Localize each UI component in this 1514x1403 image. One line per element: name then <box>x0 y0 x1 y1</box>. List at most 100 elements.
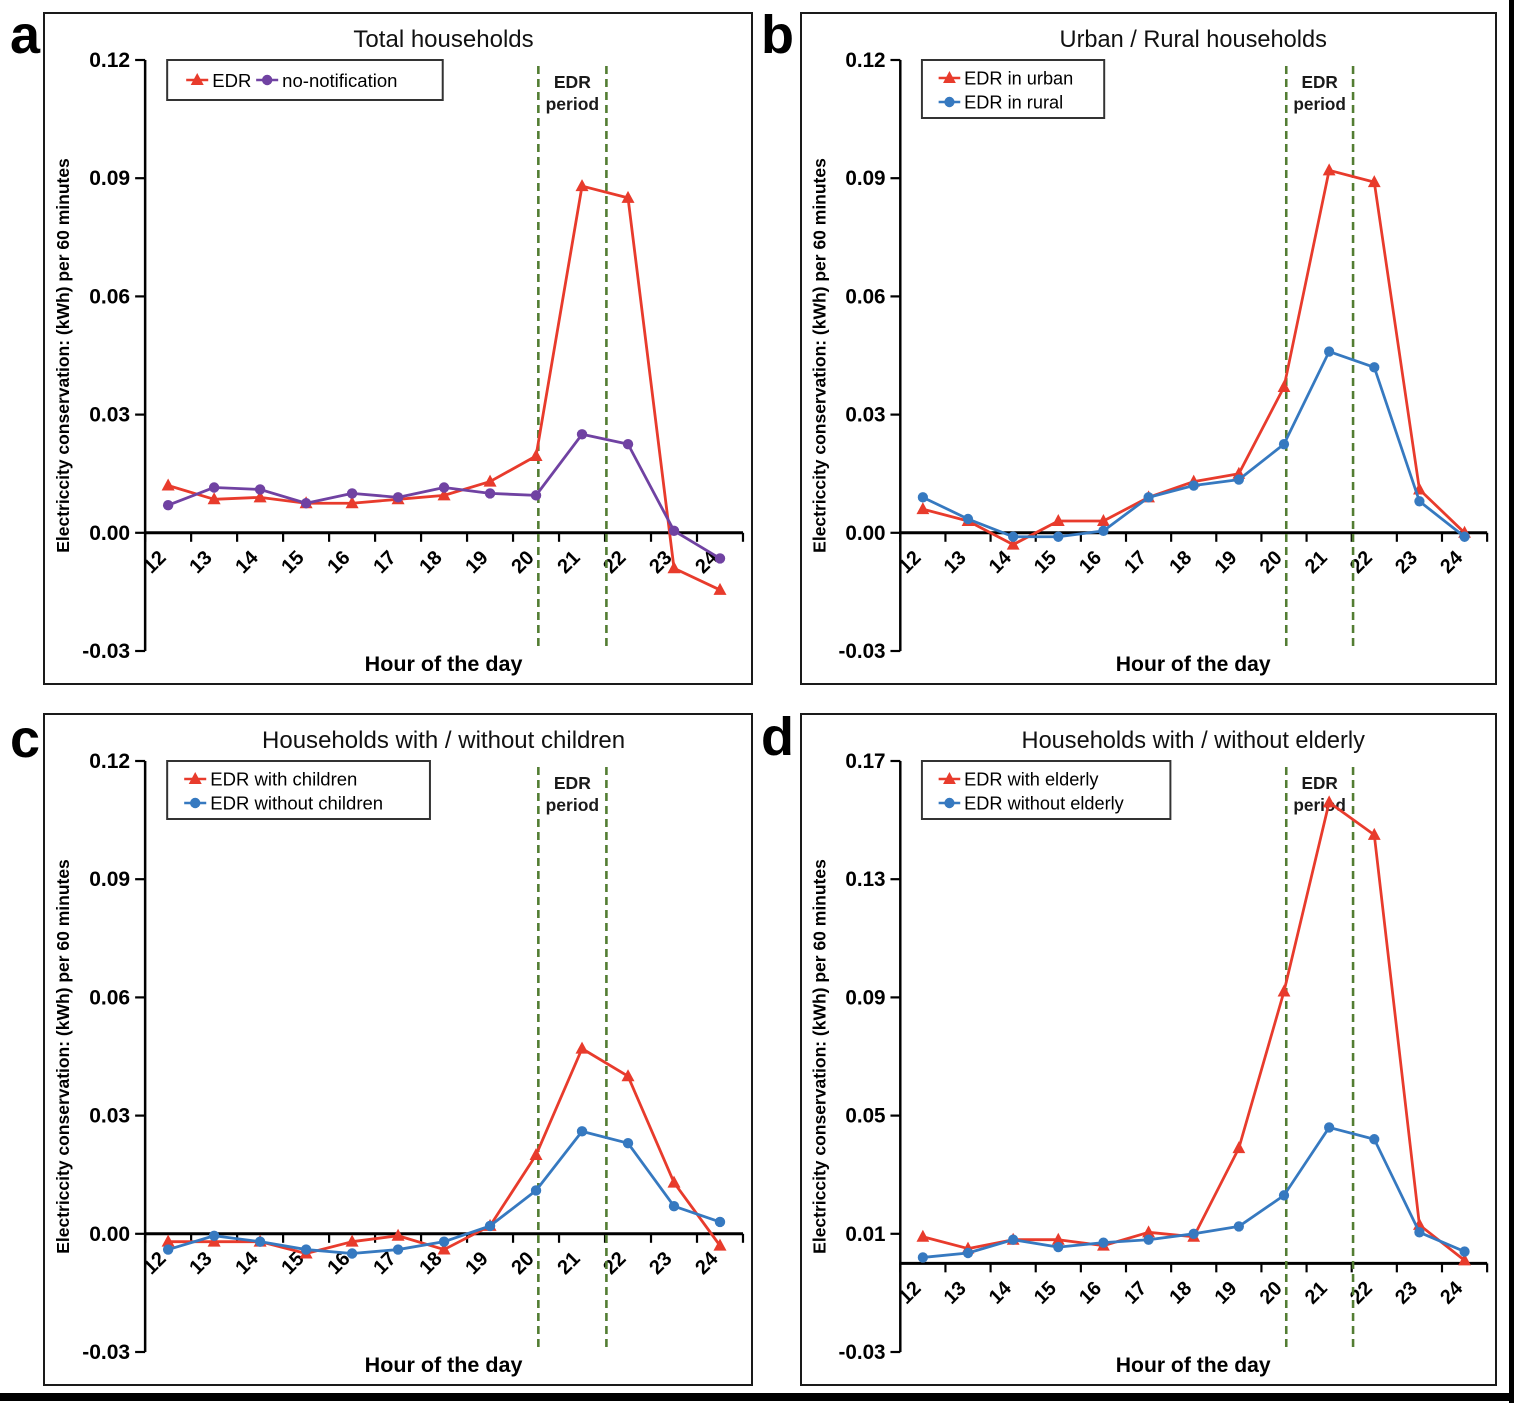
x-tick-label: 16 <box>323 547 354 578</box>
legend-label: EDR <box>212 70 251 91</box>
triangle-marker <box>391 1228 405 1241</box>
x-tick-label: 24 <box>1436 547 1467 578</box>
triangle-marker <box>916 502 930 515</box>
triangle-marker <box>1458 1253 1471 1266</box>
x-tick-label: 16 <box>1075 1277 1106 1308</box>
triangle-marker <box>1051 513 1065 526</box>
circle-marker <box>1053 531 1064 542</box>
triangle-marker <box>437 1242 451 1255</box>
legend-label: EDR with elderly <box>964 768 1099 789</box>
triangle-marker <box>188 772 202 784</box>
circle-marker <box>254 484 266 495</box>
x-tick-label: 13 <box>940 547 971 578</box>
x-tick-label: 21 <box>553 1248 584 1279</box>
x-tick-label: 23 <box>1391 547 1422 578</box>
legend-label: EDR in urban <box>964 67 1073 88</box>
series-line <box>922 350 1466 539</box>
y-tick-label: 0.17 <box>845 750 885 773</box>
edr-period-label: EDR <box>1302 773 1339 793</box>
circle-marker <box>1188 1228 1199 1239</box>
legend-label: EDR with children <box>210 769 357 790</box>
triangle-marker <box>207 492 221 505</box>
circle-marker <box>1008 1234 1019 1245</box>
y-tick-label: 0.00 <box>89 522 130 545</box>
edr-period-label: EDR <box>1302 72 1339 92</box>
y-tick-label: 0.05 <box>845 1104 885 1127</box>
triangle-marker <box>345 496 359 509</box>
circle-marker <box>917 1252 928 1263</box>
triangle-marker <box>345 1234 359 1247</box>
circle-marker <box>484 488 496 499</box>
circle-marker <box>190 797 201 809</box>
x-axis-title: Hour of the day <box>1116 652 1271 676</box>
x-axis-title: Hour of the day <box>365 652 523 676</box>
chart-elderly: Households with / without elderly 0.17 0.1… <box>810 727 1489 1377</box>
triangle-marker <box>1367 827 1381 840</box>
legend: EDR with elderly EDR without elderly <box>920 760 1172 820</box>
x-tick-label: 15 <box>1030 1277 1061 1308</box>
y-tick-label: 0.03 <box>89 1105 130 1128</box>
x-tick-label: 23 <box>1391 1277 1422 1308</box>
triangle-marker <box>1006 537 1020 550</box>
figure-right-border <box>1509 0 1514 1403</box>
circle-marker <box>668 525 680 537</box>
y-tick-label: -0.03 <box>839 640 886 663</box>
circle-marker <box>346 488 358 499</box>
y-tick-label: 0.09 <box>89 167 130 190</box>
series-edr-in-urban <box>916 163 1471 550</box>
panel-c-children: Households with / without children 0.12 0.… <box>43 713 753 1386</box>
circle-marker <box>1098 525 1109 537</box>
circle-marker <box>962 513 974 525</box>
x-tick-label: 14 <box>985 1277 1016 1308</box>
circle-marker <box>1414 1227 1425 1238</box>
circle-marker <box>208 1230 220 1241</box>
legend-box <box>920 59 1106 119</box>
legend-label: no-notification <box>282 70 397 91</box>
y-tick-label: 0.00 <box>845 522 885 545</box>
x-tick-label: 14 <box>985 547 1016 578</box>
series-edr-without-elderly <box>917 1122 1470 1263</box>
circle-marker <box>576 429 588 440</box>
circle-marker <box>1369 362 1380 373</box>
triangle-marker <box>1367 175 1381 188</box>
legend: EDR no-notification <box>166 59 444 101</box>
y-tick-label: 0.12 <box>89 750 130 773</box>
circle-marker <box>261 74 273 86</box>
circle-marker <box>576 1126 588 1137</box>
x-tick-label: 22 <box>1346 1277 1377 1308</box>
circle-marker <box>1278 1190 1290 1201</box>
x-tick-label: 18 <box>1165 1277 1196 1308</box>
triangle-marker <box>1232 1141 1246 1154</box>
triangle-marker <box>713 582 727 595</box>
circle-marker <box>944 797 955 809</box>
edr-period-label: EDR <box>554 72 591 92</box>
circle-marker <box>917 492 928 503</box>
triangle-marker <box>1142 1225 1155 1238</box>
x-tick-label: 18 <box>415 547 446 578</box>
legend-label: EDR without elderly <box>964 792 1124 813</box>
y-tick-label: -0.03 <box>839 1341 886 1364</box>
x-tick-label: 22 <box>599 1248 630 1279</box>
y-tick-label: 0.12 <box>89 49 130 72</box>
y-tick-label: 0.09 <box>89 868 130 891</box>
series-line <box>168 1047 722 1255</box>
series-edr-with-children <box>161 1041 727 1259</box>
circle-marker <box>162 1244 174 1255</box>
circle-marker <box>1188 480 1199 491</box>
x-tick-label: 21 <box>1301 547 1332 578</box>
x-tick-label: 17 <box>369 547 400 578</box>
circle-marker <box>1233 474 1244 485</box>
x-tick-label: 24 <box>691 1247 723 1279</box>
x-tick-label: 19 <box>1211 1277 1242 1308</box>
x-tick-label: 13 <box>940 1277 971 1308</box>
circle-marker <box>622 1137 634 1149</box>
y-axis-title: Electriccity conservation: (kWh) per 60 … <box>810 859 830 1254</box>
x-tick-label: 20 <box>507 1248 538 1279</box>
triangle-marker <box>943 772 956 784</box>
legend-box <box>166 59 444 101</box>
circle-marker <box>392 492 404 503</box>
triangle-marker <box>161 478 175 491</box>
circle-marker <box>1143 492 1154 503</box>
triangle-marker <box>529 448 543 461</box>
circle-marker <box>254 1236 266 1247</box>
